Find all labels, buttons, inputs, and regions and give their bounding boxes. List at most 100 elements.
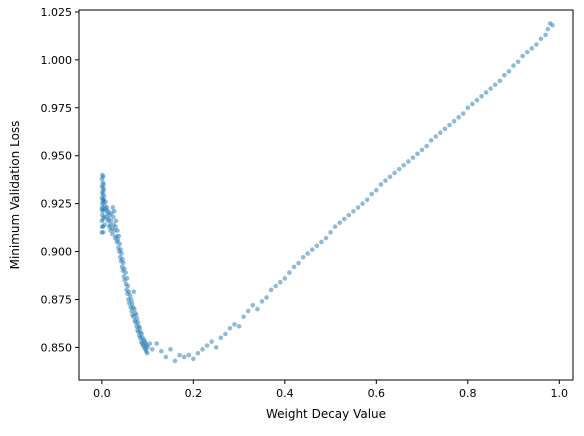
data-point (219, 336, 224, 341)
data-point (159, 349, 164, 354)
data-point (411, 155, 416, 160)
data-point (223, 332, 228, 337)
data-point (438, 130, 443, 135)
data-point (347, 213, 352, 218)
data-point (123, 270, 128, 275)
data-point (525, 50, 530, 55)
data-point (374, 188, 379, 193)
data-point (168, 347, 173, 352)
data-point (138, 326, 143, 331)
data-point (310, 247, 315, 252)
data-point (136, 320, 141, 325)
data-point (415, 151, 420, 156)
data-point (134, 313, 139, 318)
data-point (479, 94, 484, 99)
data-point (111, 215, 116, 220)
y-tick-label: 0.900 (41, 246, 73, 259)
x-axis-label: Weight Decay Value (266, 407, 386, 421)
data-point (150, 347, 155, 352)
data-point (520, 54, 525, 59)
data-point (433, 134, 438, 139)
data-point (534, 42, 539, 47)
data-point (145, 351, 150, 356)
data-point (139, 332, 144, 337)
y-tick-label: 1.025 (41, 6, 73, 19)
data-point (379, 182, 384, 187)
data-point (397, 167, 402, 172)
data-point (255, 307, 260, 312)
data-point (546, 27, 551, 32)
x-axis-ticks: 0.0 0.2 0.4 0.6 0.8 1.0 (93, 380, 568, 400)
x-tick-label: 0.0 (93, 387, 111, 400)
data-point (283, 276, 288, 281)
data-point (401, 163, 406, 168)
data-point (424, 144, 429, 149)
x-tick-label: 0.2 (185, 387, 203, 400)
data-point (351, 209, 356, 214)
data-point (228, 326, 233, 331)
data-point (360, 201, 365, 206)
data-point (420, 148, 425, 153)
data-point (443, 127, 448, 132)
y-tick-label: 0.975 (41, 102, 73, 115)
data-point (493, 82, 498, 87)
data-point (132, 307, 137, 312)
data-point (388, 174, 393, 179)
data-point (498, 79, 503, 84)
data-point (102, 222, 107, 227)
data-point (269, 288, 274, 293)
data-point (452, 119, 457, 124)
data-point (406, 159, 411, 164)
data-point (365, 197, 370, 202)
data-point (200, 347, 205, 352)
data-point (148, 341, 153, 346)
data-point (126, 284, 131, 289)
data-point (273, 284, 278, 289)
data-point (237, 324, 242, 329)
data-point (488, 86, 493, 91)
data-point (115, 228, 120, 233)
data-point (475, 98, 480, 103)
data-point (461, 111, 466, 116)
y-tick-label: 0.850 (41, 341, 73, 354)
x-tick-label: 0.8 (459, 387, 477, 400)
data-point (120, 257, 125, 262)
data-point (117, 242, 122, 247)
data-point (110, 232, 115, 237)
data-point (154, 341, 159, 346)
data-point (209, 339, 214, 344)
data-point (324, 236, 329, 241)
data-point (182, 355, 187, 360)
y-tick-label: 0.950 (41, 150, 73, 163)
data-point (241, 314, 246, 319)
data-point (466, 105, 471, 110)
data-point (507, 69, 512, 74)
data-point (287, 270, 292, 275)
data-point (456, 115, 461, 120)
data-point (278, 280, 283, 285)
data-point (121, 261, 126, 266)
y-tick-label: 1.000 (41, 54, 73, 67)
data-point (101, 186, 106, 191)
data-point (129, 297, 134, 302)
data-point (173, 359, 178, 364)
data-point (333, 224, 338, 229)
data-point (214, 345, 219, 350)
data-point (125, 276, 130, 281)
data-point (135, 316, 140, 321)
data-point (118, 247, 123, 252)
data-point (251, 303, 256, 308)
data-point (264, 295, 269, 300)
data-point (319, 240, 324, 245)
data-point (292, 265, 297, 270)
data-point (337, 221, 342, 226)
data-point (369, 192, 374, 197)
data-point (543, 33, 548, 38)
data-point (356, 205, 361, 210)
x-tick-label: 0.6 (368, 387, 386, 400)
y-tick-label: 0.925 (41, 198, 73, 211)
data-point (447, 123, 452, 128)
data-point (196, 351, 201, 356)
data-point (232, 322, 237, 327)
